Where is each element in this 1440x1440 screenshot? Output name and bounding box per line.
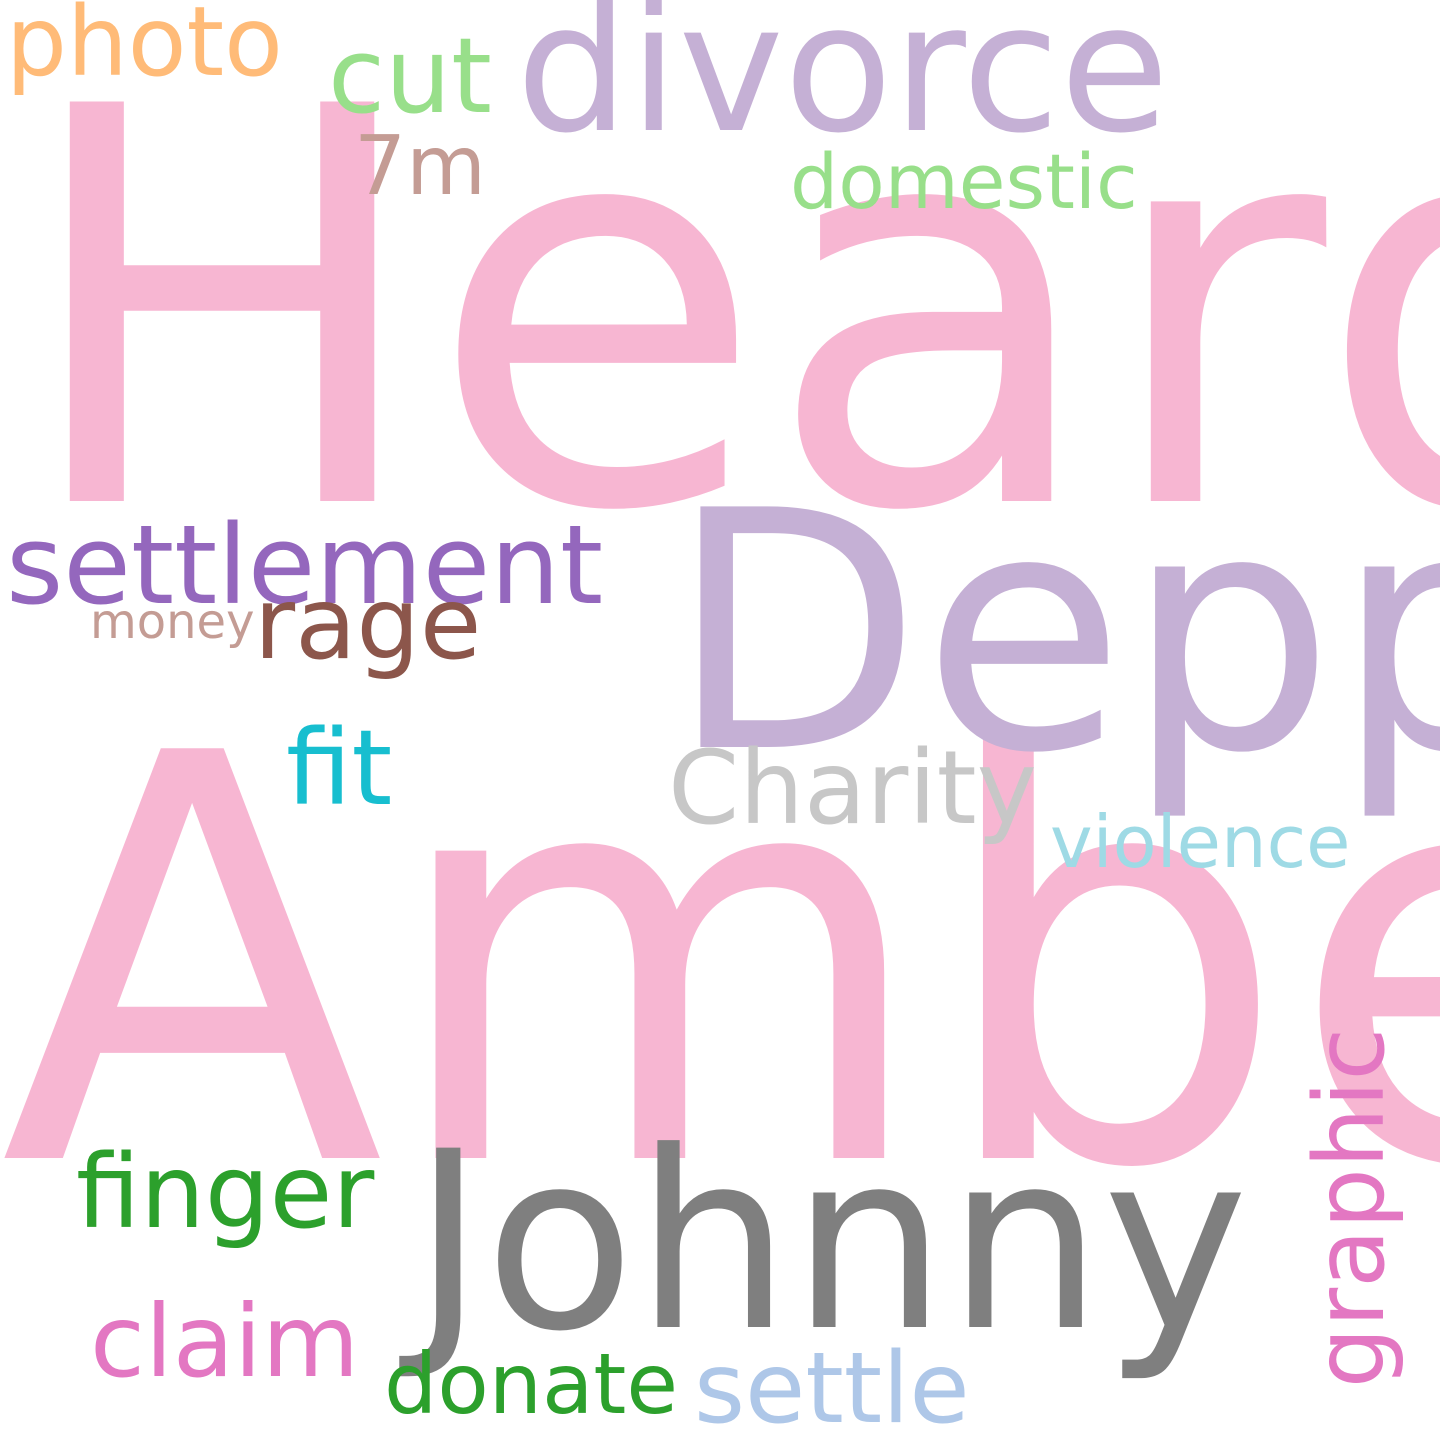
word-fit: fit [286,707,393,829]
word-rage: rage [254,565,482,682]
word-photo: photo [6,0,283,98]
word-domestic: domestic [790,137,1138,226]
word-finger: finger [76,1133,375,1252]
word-divorce: divorce [516,0,1170,172]
word-amber: Amber [0,636,1440,1291]
word-johnny: Johnny [412,1100,1249,1386]
word-violence: violence [1050,800,1351,884]
word-7m: 7m [354,119,487,214]
word-donate: donate [384,1335,679,1433]
word-charity: Charity [668,729,1038,848]
word-cut: cut [328,15,492,137]
word-money: money [90,594,255,650]
word-settle: settle [694,1332,970,1440]
word-graphic: graphic [1294,1027,1406,1389]
word-settlement: settlement [6,501,604,629]
word-claim: claim [90,1283,360,1400]
word-heard: Heard [16,0,1440,631]
word-depp: Depp [668,441,1440,825]
